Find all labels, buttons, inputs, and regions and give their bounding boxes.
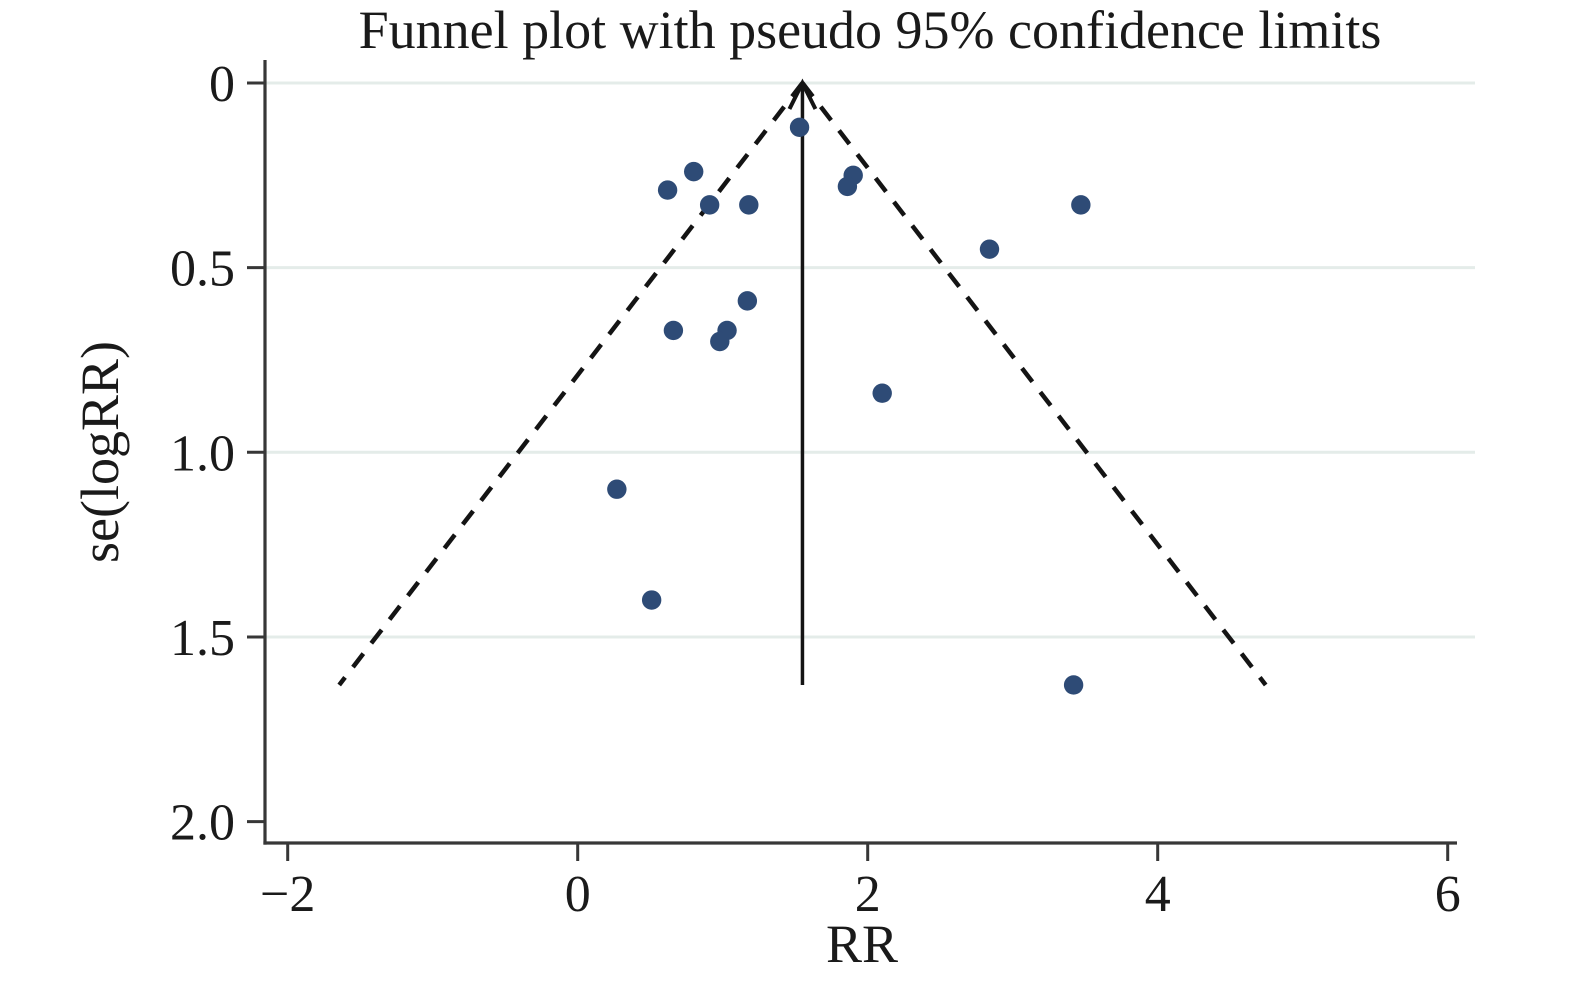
data-point (699, 195, 720, 215)
x-axis-label: RR (826, 914, 898, 974)
tick-marks (247, 81, 1450, 861)
data-point (979, 239, 1000, 259)
data-point (872, 383, 892, 403)
study-points (607, 117, 1091, 695)
gridlines (265, 81, 1475, 639)
y-tick-label: 2.0 (170, 795, 235, 852)
data-point (663, 320, 684, 341)
data-point (1071, 195, 1091, 215)
data-point (737, 291, 758, 311)
x-tick-label: 0 (565, 866, 591, 923)
tick-labels: 0 0.5 1.0 1.5 2.0 −2 0 2 4 6 (170, 56, 1461, 923)
data-point (739, 195, 759, 215)
data-point (710, 331, 730, 352)
y-axis-label: se(logRR) (70, 341, 130, 563)
data-point (641, 590, 662, 610)
pseudo-ci-lines (337, 81, 1268, 687)
data-point (607, 479, 627, 499)
y-tick-label: 1.5 (170, 610, 235, 667)
data-point (657, 180, 678, 200)
arrow-up-icon (787, 78, 818, 110)
pooled-effect-line (787, 78, 818, 685)
data-point (789, 117, 810, 138)
y-tick-label: 0.5 (170, 241, 235, 298)
data-point (837, 176, 858, 197)
data-point (684, 161, 704, 182)
chart-title: Funnel plot with pseudo 95% confidence l… (359, 0, 1382, 60)
x-tick-label: −2 (260, 866, 315, 923)
x-tick-label: 6 (1435, 866, 1461, 923)
y-tick-label: 1.0 (170, 425, 235, 482)
funnel-right-dashed-line (800, 81, 1268, 687)
funnel-left-dashed-line (337, 81, 805, 687)
x-tick-label: 4 (1145, 866, 1171, 923)
y-tick-label: 0 (209, 56, 235, 113)
x-tick-label: 2 (855, 866, 881, 923)
data-point (1063, 675, 1084, 695)
